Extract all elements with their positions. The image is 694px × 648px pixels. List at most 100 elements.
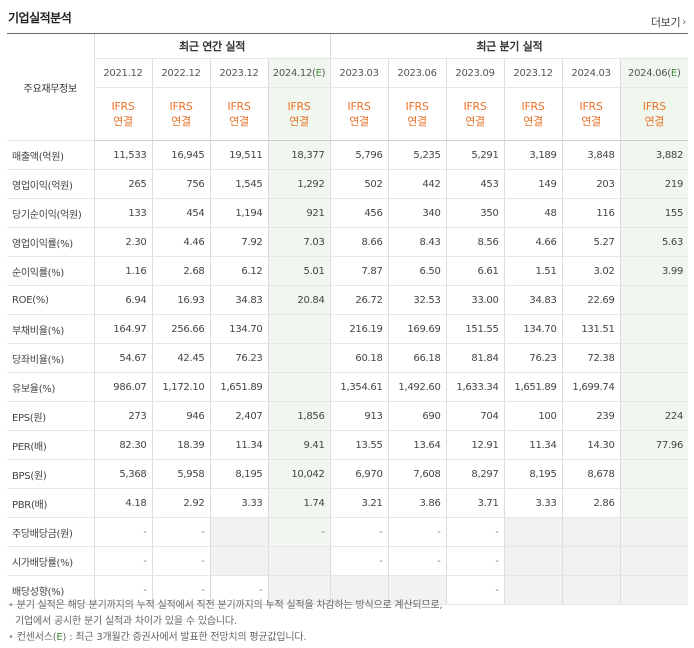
table-cell: - bbox=[445, 517, 505, 547]
table-cell: 18.39 bbox=[151, 430, 210, 460]
table-row: 배당성향(%) - - - - bbox=[7, 575, 689, 605]
table-row: PBR(배) 4.18 2.92 3.33 1.74 3.21 3.86 3.71 3.33 2.… bbox=[7, 488, 689, 518]
ifrs-badge: IFRS 연결 bbox=[267, 87, 331, 141]
table-cell: 82.30 bbox=[93, 430, 152, 460]
period-header-row: 2021.12 2022.12 2023.12 2024.12(E) 2023.03 20… bbox=[7, 58, 689, 88]
table-cell: 265 bbox=[93, 169, 152, 199]
table-cell: 11,533 bbox=[93, 140, 152, 170]
table-row: 당좌비율(%) 54.67 42.45 76.23 60.18 66.18 81.84 76.… bbox=[7, 343, 689, 373]
section-title: 기업실적분석 bbox=[8, 11, 72, 25]
table-cell: 18,377 bbox=[267, 140, 331, 170]
ifrs-header-row: IFRS 연결 IFRS 연결 IFRS 연결 IFRS 연결 IFRS 연결 IFRS 연결 IFRS… bbox=[7, 87, 689, 141]
table-cell: 22.69 bbox=[561, 285, 621, 315]
estimate-mark: E bbox=[670, 67, 677, 79]
row-label: PER(배) bbox=[7, 430, 94, 460]
table-cell: 81.84 bbox=[445, 343, 505, 373]
table-cell: 1,651.89 bbox=[503, 372, 563, 402]
table-cell: 164.97 bbox=[93, 314, 152, 344]
table-cell: 1,651.89 bbox=[209, 372, 268, 402]
table-cell: 1,172.10 bbox=[151, 372, 210, 402]
row-label: 유보율(%) bbox=[7, 372, 94, 402]
period-header: 2024.12(E) bbox=[267, 58, 331, 88]
table-cell: 3.71 bbox=[445, 488, 505, 518]
table-cell: 6.94 bbox=[93, 285, 152, 315]
row-label: 당좌비율(%) bbox=[7, 343, 94, 373]
chevron-right-icon: › bbox=[682, 16, 686, 28]
table-cell bbox=[561, 575, 621, 605]
table-cell bbox=[209, 517, 268, 547]
more-link[interactable]: 더보기 › bbox=[651, 14, 686, 30]
table-cell: 149 bbox=[503, 169, 563, 199]
table-cell: 134.70 bbox=[209, 314, 268, 344]
table-cell: 12.91 bbox=[445, 430, 505, 460]
table-cell bbox=[619, 488, 689, 518]
row-label: 배당성향(%) bbox=[7, 575, 94, 605]
table-cell: 442 bbox=[387, 169, 447, 199]
table-cell: 1,633.34 bbox=[445, 372, 505, 402]
period-header: 2023.12 bbox=[503, 58, 563, 88]
table-cell: - bbox=[151, 546, 210, 576]
period-header: 2023.06 bbox=[387, 58, 447, 88]
row-label: 영업이익(억원) bbox=[7, 169, 94, 199]
group-annual: 최근 연간 실적 bbox=[93, 33, 331, 59]
table-cell: 7,608 bbox=[387, 459, 447, 489]
table-cell bbox=[619, 343, 689, 373]
table-cell: 5,796 bbox=[329, 140, 389, 170]
row-label: 매출액(억원) bbox=[7, 140, 94, 170]
table-cell: 350 bbox=[445, 198, 505, 228]
table-cell: 5.63 bbox=[619, 227, 689, 257]
table-cell: 1,699.74 bbox=[561, 372, 621, 402]
table-cell: 4.66 bbox=[503, 227, 563, 257]
table-cell: 3.33 bbox=[503, 488, 563, 518]
table-cell: 34.83 bbox=[503, 285, 563, 315]
table-row: 유보율(%) 986.07 1,172.10 1,651.89 1,354.61 1,49… bbox=[7, 372, 689, 402]
section-header: 기업실적분석 더보기 › bbox=[0, 0, 694, 34]
period-header: 2023.09 bbox=[445, 58, 505, 88]
table-cell: 7.03 bbox=[267, 227, 331, 257]
table-cell: 946 bbox=[151, 401, 210, 431]
table-cell: 216.19 bbox=[329, 314, 389, 344]
table-cell bbox=[267, 343, 331, 373]
table-cell: 1,354.61 bbox=[329, 372, 389, 402]
table-cell: - bbox=[93, 517, 152, 547]
table-cell bbox=[329, 575, 389, 605]
table-cell: 134.70 bbox=[503, 314, 563, 344]
row-label: 시가배당률(%) bbox=[7, 546, 94, 576]
period-header: 2024.03 bbox=[561, 58, 621, 88]
table-cell: 273 bbox=[93, 401, 152, 431]
table-cell: 10,042 bbox=[267, 459, 331, 489]
table-cell: - bbox=[387, 546, 447, 576]
table-cell bbox=[619, 314, 689, 344]
table-cell bbox=[503, 575, 563, 605]
ifrs-badge: IFRS 연결 bbox=[93, 87, 152, 141]
table-cell: - bbox=[93, 546, 152, 576]
table-cell: 224 bbox=[619, 401, 689, 431]
table-cell bbox=[209, 546, 268, 576]
table-cell: 219 bbox=[619, 169, 689, 199]
more-label[interactable]: 더보기 bbox=[650, 16, 681, 29]
table-cell: 8,195 bbox=[209, 459, 268, 489]
table-row: ROE(%) 6.94 16.93 34.83 20.84 26.72 32.53 33.00… bbox=[7, 285, 689, 315]
table-cell: 921 bbox=[267, 198, 331, 228]
table-cell: 13.64 bbox=[387, 430, 447, 460]
table-cell: - bbox=[93, 575, 152, 605]
table-cell bbox=[267, 546, 331, 576]
table-cell: 6.50 bbox=[387, 256, 447, 286]
table-cell: 3.33 bbox=[209, 488, 268, 518]
table-cell bbox=[387, 575, 447, 605]
table-cell: 704 bbox=[445, 401, 505, 431]
table-cell: 169.69 bbox=[387, 314, 447, 344]
table-cell: 7.92 bbox=[209, 227, 268, 257]
table-row: 영업이익(억원) 265 756 1,545 1,292 502 442 453 149 203 2… bbox=[7, 169, 689, 199]
estimate-mark: E bbox=[315, 67, 322, 79]
table-cell: 5,958 bbox=[151, 459, 210, 489]
table-cell bbox=[267, 372, 331, 402]
table-cell: - bbox=[329, 546, 389, 576]
table-cell: 4.18 bbox=[93, 488, 152, 518]
table-cell: 3,848 bbox=[561, 140, 621, 170]
table-cell: 239 bbox=[561, 401, 621, 431]
period-header: 2024.06(E) bbox=[619, 58, 689, 88]
table-cell: 6.12 bbox=[209, 256, 268, 286]
table-cell bbox=[619, 459, 689, 489]
table-cell bbox=[619, 546, 689, 576]
